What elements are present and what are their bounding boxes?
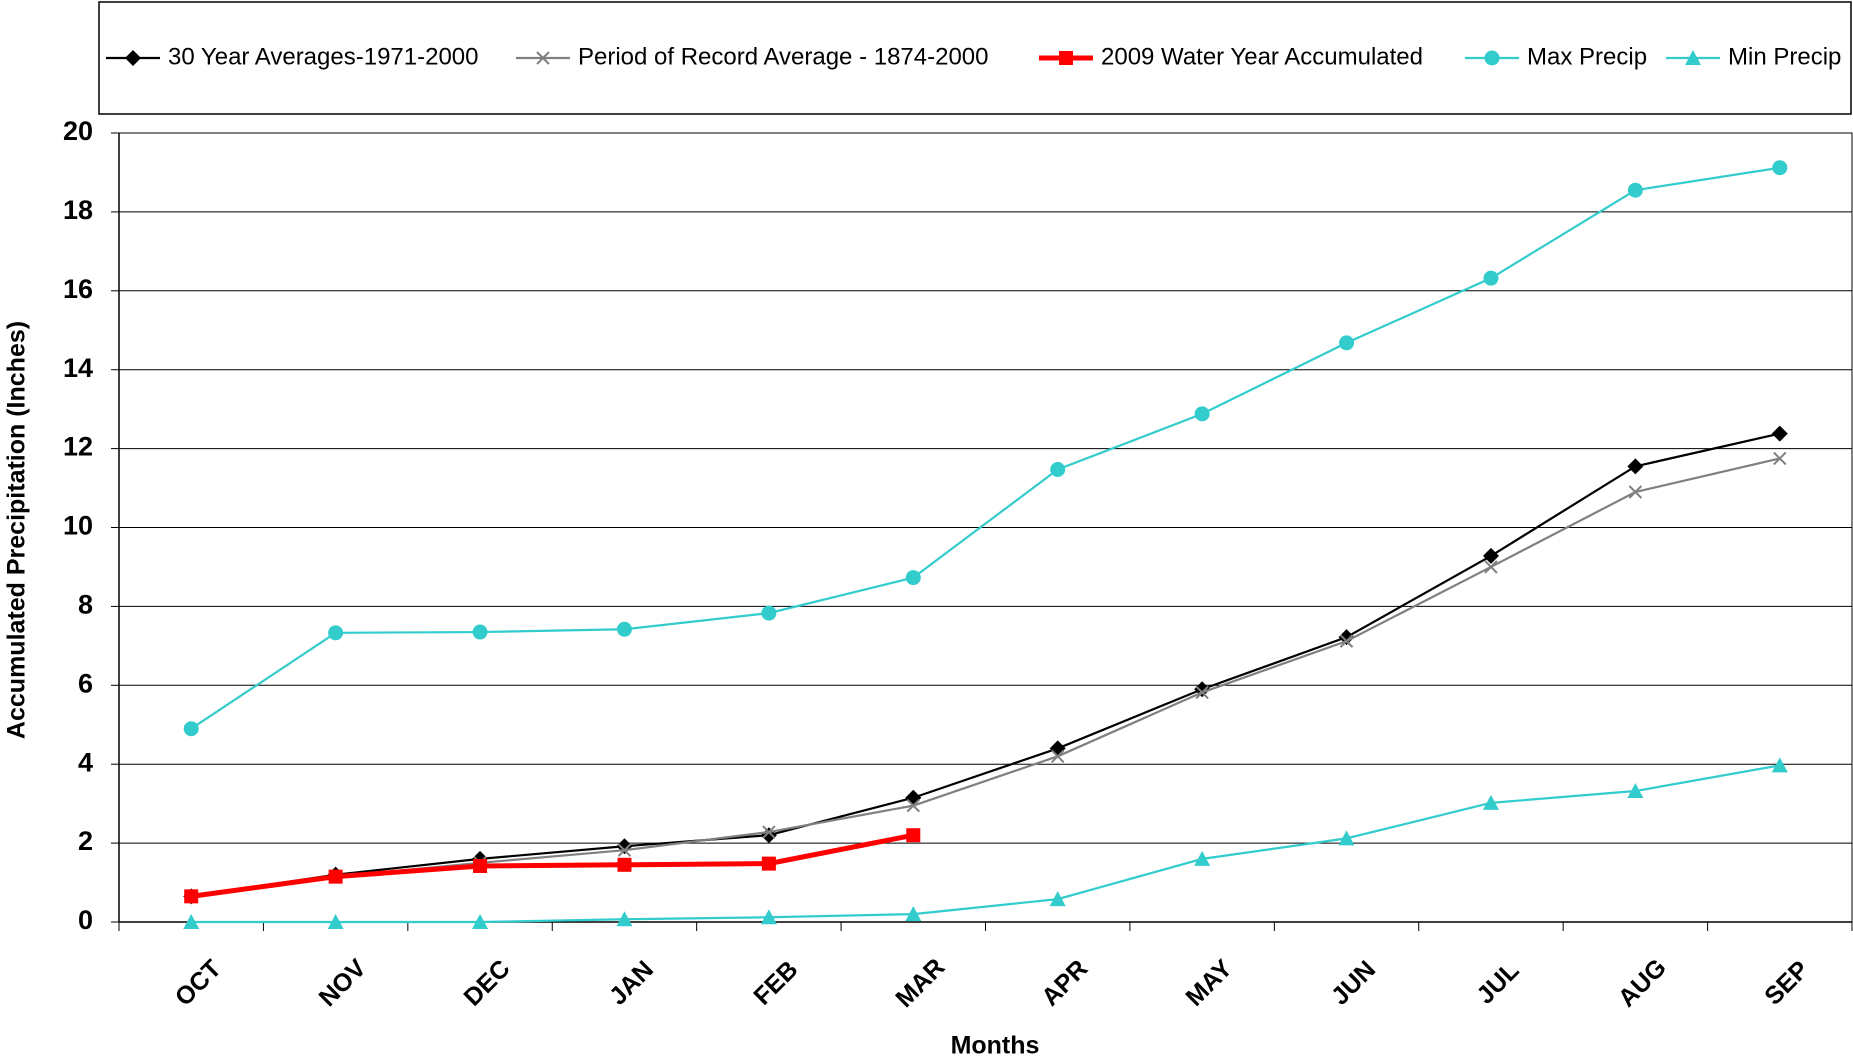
x-tick-label: JAN — [604, 955, 659, 1010]
data-point — [1483, 270, 1499, 286]
data-point — [1338, 830, 1355, 846]
data-point — [1051, 749, 1065, 764]
data-point — [184, 889, 199, 904]
data-point — [616, 838, 633, 855]
y-tick-label: 8 — [78, 590, 93, 620]
data-point — [1482, 547, 1499, 564]
legend-marker — [1484, 50, 1500, 66]
series-line — [191, 764, 1780, 924]
data-point — [761, 605, 777, 621]
data-point — [1338, 629, 1355, 646]
legend-marker — [536, 51, 550, 65]
data-point — [1628, 485, 1643, 499]
data-point — [472, 914, 489, 929]
series-line — [190, 832, 914, 899]
y-tick-label: 2 — [78, 826, 93, 856]
data-point — [1771, 757, 1788, 773]
legend-label: Period of Record Average - 1874-2000 — [578, 43, 989, 70]
series-line — [190, 166, 1780, 730]
y-tick-label: 6 — [78, 668, 93, 698]
data-point — [328, 869, 343, 884]
y-tick-label: 14 — [63, 353, 93, 383]
y-tick-label: 12 — [63, 432, 93, 462]
data-point — [1627, 458, 1644, 475]
x-tick-label: AUG — [1613, 953, 1672, 1012]
legend-label: 2009 Water Year Accumulated — [1101, 43, 1423, 70]
series-line — [191, 457, 1781, 898]
legend-label: Max Precip — [1527, 43, 1647, 70]
x-tick-label: MAY — [1180, 954, 1238, 1012]
x-tick-label: DEC — [458, 954, 515, 1011]
data-point — [905, 906, 922, 922]
data-point — [906, 828, 921, 843]
data-point — [905, 570, 921, 586]
y-tick-label: 20 — [63, 116, 93, 146]
data-point — [183, 721, 199, 737]
data-point — [906, 798, 920, 813]
legend-marker — [1685, 50, 1701, 65]
data-point — [327, 914, 344, 929]
data-point — [1627, 783, 1644, 799]
legend-box — [98, 1, 1852, 115]
data-point — [328, 625, 344, 641]
x-tick-label: JUL — [1471, 956, 1524, 1009]
data-point — [1194, 850, 1211, 866]
data-point — [616, 621, 632, 637]
data-point — [760, 827, 777, 844]
data-point — [1772, 160, 1788, 176]
data-point — [616, 911, 633, 927]
data-point — [1484, 560, 1498, 574]
y-tick-label: 18 — [63, 195, 93, 225]
y-tick-label: 4 — [78, 747, 93, 777]
data-point — [617, 857, 632, 872]
data-point — [762, 825, 776, 839]
x-tick-label: JUN — [1326, 955, 1381, 1010]
data-point — [1773, 451, 1787, 466]
legend-label: Min Precip — [1728, 43, 1841, 70]
series-line — [191, 432, 1781, 898]
data-point — [1627, 182, 1643, 198]
data-point — [1339, 634, 1354, 648]
y-axis-title: Accumulated Precipitation (Inches) — [3, 321, 31, 739]
data-point — [761, 856, 776, 871]
data-point — [1050, 462, 1066, 478]
data-point — [617, 843, 632, 857]
data-point — [1771, 425, 1788, 442]
x-tick-label: SEP — [1759, 955, 1814, 1010]
legend-label: 30 Year Averages-1971-2000 — [168, 43, 479, 70]
x-tick-label: NOV — [314, 954, 372, 1012]
legend-marker — [125, 50, 141, 66]
x-tick-label: MAR — [890, 953, 950, 1013]
data-point — [760, 909, 777, 925]
y-tick-label: 10 — [63, 511, 93, 541]
data-point — [1194, 406, 1210, 422]
x-tick-label: APR — [1036, 954, 1093, 1011]
data-point — [183, 914, 200, 929]
data-point — [1049, 891, 1066, 907]
data-point — [472, 624, 488, 640]
x-tick-label: FEB — [748, 955, 803, 1010]
data-point — [1482, 794, 1499, 810]
data-point — [473, 858, 488, 873]
data-point — [1339, 335, 1355, 351]
data-point — [1195, 685, 1209, 700]
y-tick-label: 16 — [63, 274, 93, 304]
x-axis-title: Months — [951, 1032, 1040, 1060]
legend-marker — [1059, 51, 1073, 65]
y-tick-label: 0 — [78, 905, 93, 935]
x-tick-label: OCT — [170, 954, 227, 1011]
